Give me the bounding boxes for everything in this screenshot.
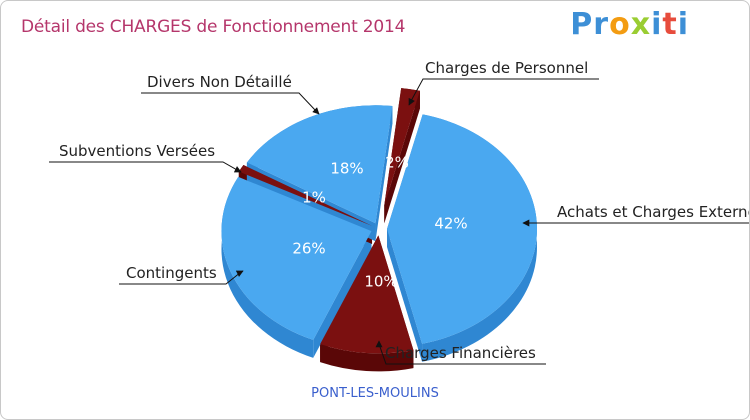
- chart-title: Détail des CHARGES de Fonctionnement 201…: [21, 17, 406, 37]
- slice-percent-label: 2%: [385, 154, 409, 172]
- pie-slice-side-1: [320, 344, 414, 372]
- slice-percent-label: 26%: [292, 240, 325, 258]
- pie-slice[interactable]: [320, 235, 414, 354]
- logo-letter: i: [677, 7, 689, 42]
- pie-slice[interactable]: [384, 88, 420, 206]
- slice-category-label: Charges de Personnel: [425, 59, 588, 77]
- pie-slice[interactable]: [221, 176, 372, 340]
- logo-letter: t: [662, 7, 678, 42]
- location-label: PONT-LES-MOULINS: [311, 386, 439, 401]
- slice-percent-label: 1%: [302, 189, 326, 207]
- leader-line: [49, 161, 242, 173]
- leader-line: [375, 340, 546, 365]
- pie-slice-wall-4: [375, 106, 393, 242]
- logo-letter: P: [570, 7, 594, 42]
- logo-letter: i: [651, 7, 663, 42]
- leader-line: [119, 270, 244, 285]
- leader-line: [408, 78, 599, 106]
- logo-letter: r: [593, 7, 610, 42]
- slice-category-label: Charges Financières: [385, 344, 536, 362]
- pie-slice-wall-0: [386, 229, 423, 362]
- proxiti-logo: Proxiti: [570, 7, 689, 42]
- leader-line: [141, 92, 320, 115]
- slice-percent-label: 18%: [330, 160, 363, 178]
- pie-slice-wall-2: [313, 231, 372, 358]
- pie-slice[interactable]: [386, 114, 537, 344]
- pie-slice[interactable]: [238, 165, 373, 226]
- slice-category-label: Achats et Charges Externes: [557, 203, 750, 221]
- slice-percent-label: 10%: [364, 273, 397, 291]
- logo-letter: o: [609, 7, 631, 42]
- slice-category-label: Divers Non Détaillé: [147, 73, 292, 91]
- logo-letter: x: [630, 7, 652, 42]
- slice-percent-label: 42%: [434, 215, 467, 233]
- slice-category-label: Contingents: [126, 264, 217, 282]
- pie-slice-wall-5: [384, 90, 420, 224]
- pie-slice[interactable]: [246, 105, 393, 224]
- slice-category-label: Subventions Versées: [59, 142, 215, 160]
